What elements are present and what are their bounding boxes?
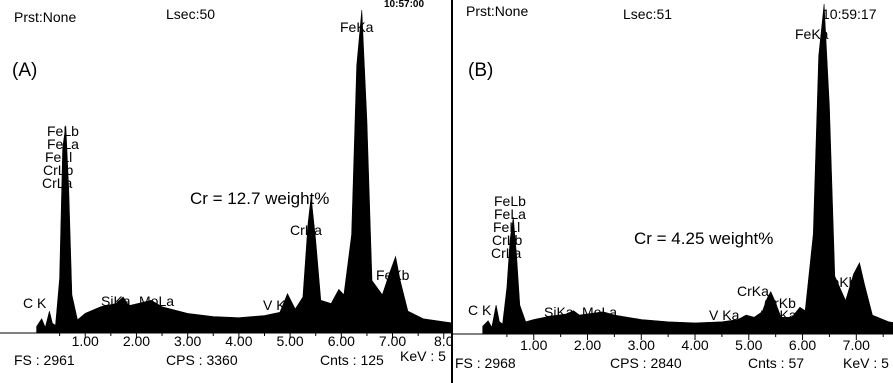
panel-divider — [451, 0, 453, 383]
spectrum-panel-a: 1.00 2.00 3.00 4.00 5.00 6.00 7.00 8.0 Prst:Non… — [0, 0, 452, 368]
spectrum-panel-b: 1.002.003.004.005.006.007.008.0 Prst:Non… — [453, 0, 893, 383]
full-scale-label: FS : 2961 — [14, 352, 75, 368]
spectrum-plot-a: 1.00 2.00 3.00 4.00 5.00 6.00 7.00 8.0 — [0, 9, 452, 349]
x-tick-label: 3.00 — [174, 333, 201, 349]
spectrum-plot-b: 1.002.003.004.005.006.007.008.0 — [453, 3, 893, 353]
spectrum-area — [36, 9, 452, 334]
peak-label-sika: SiKa — [101, 293, 131, 309]
peak-label-felb: FeLb — [47, 123, 79, 139]
spectrum-area — [482, 3, 893, 335]
peak-label-fell: FeLl — [45, 149, 73, 165]
preset-label: Prst:None — [14, 9, 77, 25]
cursor-counts-label: Cnts : 125 — [320, 352, 384, 368]
peak-label-ck: C K — [23, 295, 47, 311]
kev-label: KeV : 5 — [843, 355, 889, 371]
peak-label-mola: MoLa — [582, 304, 618, 320]
peak-label-fela: FeLa — [47, 136, 79, 152]
kev-label: KeV : 5 — [400, 348, 446, 364]
peak-label-fekb: FeKb — [823, 274, 857, 290]
x-tick-label: 5.00 — [276, 333, 303, 349]
x-tick-label: 6.00 — [789, 337, 816, 353]
peak-label-felb: FeLb — [494, 193, 526, 209]
cursor-counts-label: Cnts : 57 — [748, 355, 805, 371]
peak-label-feka: FeKa — [340, 19, 374, 35]
peak-label-fela: FeLa — [494, 206, 526, 222]
x-tick-label: 8.0 — [434, 333, 452, 349]
live-seconds-label: Lsec:50 — [166, 6, 216, 22]
time-label: 10:57:00 — [384, 0, 425, 10]
x-tick-label: 3.00 — [628, 337, 655, 353]
annotation: Cr = 4.25 weight% — [634, 229, 774, 248]
peak-label-crla: CrLa — [42, 175, 73, 191]
peak-label-sika: SiKa — [544, 304, 574, 320]
panel-label: (B) — [468, 60, 494, 81]
live-seconds-label: Lsec:51 — [623, 6, 673, 22]
x-tick-label: 2.00 — [574, 337, 601, 353]
x-tick-label: 4.00 — [225, 333, 252, 349]
peak-label-crka: CrKa — [737, 283, 769, 299]
peak-label-crlb: CrLb — [492, 232, 523, 248]
cps-label: CPS : 2840 — [610, 355, 682, 371]
x-tick-label: 7.00 — [843, 337, 870, 353]
x-tick-label: 2.00 — [123, 333, 150, 349]
x-tick-label: 1.00 — [520, 337, 547, 353]
peak-label-mnka: MnKa — [341, 295, 378, 311]
cps-label: CPS : 3360 — [166, 352, 238, 368]
peak-label-mnka: MnKa — [760, 307, 797, 323]
preset-label: Prst:None — [466, 3, 529, 19]
time-label: 10:59:17 — [822, 6, 877, 22]
x-tick-label: 7.00 — [379, 333, 406, 349]
x-tick-label: 6.00 — [328, 333, 355, 349]
peak-label-ck: C K — [468, 302, 492, 318]
peak-label-fell: FeLl — [493, 219, 521, 235]
x-tick-label: 4.00 — [681, 337, 708, 353]
peak-label-crkb: CrKb — [345, 282, 377, 298]
peak-label-crla: CrLa — [491, 245, 522, 261]
annotation: Cr = 12.7 weight% — [190, 189, 330, 208]
panel-label: (A) — [12, 60, 38, 81]
peak-label-vka: V Ka — [709, 307, 740, 323]
peak-label-crlb: CrLb — [43, 162, 74, 178]
peak-label-fekb: FeKb — [376, 267, 410, 283]
peak-label-vka: V Ka — [263, 297, 294, 313]
full-scale-label: FS : 2968 — [455, 355, 516, 371]
peak-label-mola: MoLa — [139, 293, 175, 309]
x-tick-label: 5.00 — [735, 337, 762, 353]
peak-label-feka: FeKa — [795, 26, 829, 42]
peak-label-crka: CrKa — [290, 222, 322, 238]
peak-label-crkb: CrKb — [764, 295, 796, 311]
x-tick-label: 1.00 — [72, 333, 99, 349]
